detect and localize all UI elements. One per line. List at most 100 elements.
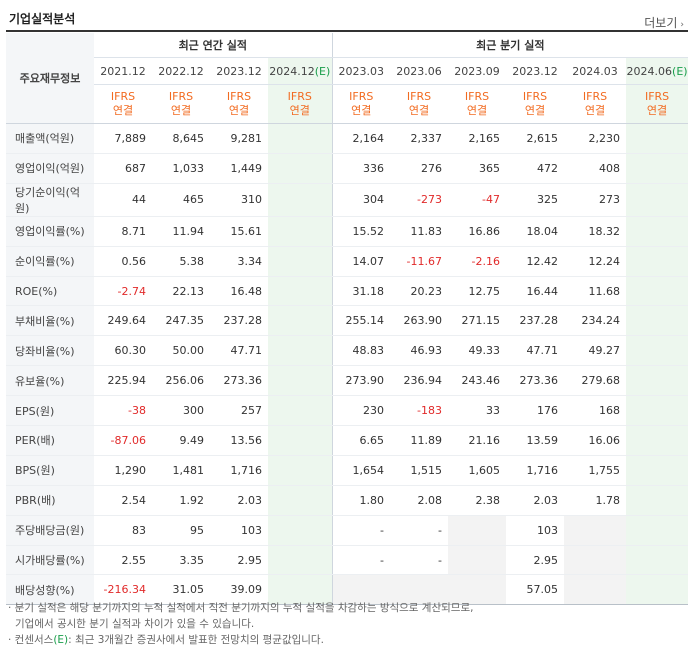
value-cell: 3.35 xyxy=(152,545,210,576)
period-header: 2023.12 xyxy=(506,57,565,85)
table-row: 배당성향(%) -216.34 31.05 39.09 57.05 xyxy=(6,574,689,606)
value-cell: 44 xyxy=(94,183,152,217)
row-label: BPS(원) xyxy=(6,455,94,486)
value-cell xyxy=(626,545,689,576)
value-cell: 16.44 xyxy=(506,276,565,307)
value-cell: 279.68 xyxy=(564,365,627,397)
value-cell: 1.78 xyxy=(564,485,627,516)
value-cell xyxy=(626,335,689,367)
value-cell xyxy=(268,305,333,337)
value-cell: 300 xyxy=(152,395,210,427)
row-label: 당좌비율(%) xyxy=(6,335,94,367)
accounting-basis-header: IFRS 연결 xyxy=(448,84,507,124)
value-cell: 2.95 xyxy=(506,545,565,576)
value-cell: 3.34 xyxy=(210,246,268,277)
value-cell xyxy=(268,545,333,576)
value-cell: 2,165 xyxy=(448,123,507,154)
footnote-2-text: : 최근 3개월간 증권사에서 발표한 전망치의 평균값입니다. xyxy=(68,634,324,646)
value-cell: 2.55 xyxy=(94,545,152,576)
value-cell: 263.90 xyxy=(390,305,449,337)
row-label: 배당성향(%) xyxy=(6,574,94,606)
more-link[interactable]: 더보기 › xyxy=(644,14,684,31)
value-cell: 237.28 xyxy=(210,305,268,337)
value-cell: 12.42 xyxy=(506,246,565,277)
value-cell: 8.71 xyxy=(94,215,152,247)
value-cell: 6.65 xyxy=(331,425,391,456)
value-cell: 11.68 xyxy=(564,276,627,307)
value-cell: 1,716 xyxy=(506,455,565,486)
value-cell xyxy=(268,395,333,427)
value-cell: 2,164 xyxy=(331,123,391,154)
value-cell xyxy=(626,215,689,247)
value-cell: - xyxy=(390,514,449,546)
value-cell xyxy=(626,485,689,516)
table-row: 매출액(억원) 7,889 8,645 9,281 2,164 2,337 2,165 2,6… xyxy=(6,123,689,154)
value-cell xyxy=(268,335,333,367)
accounting-basis-header: IFRS 연결 xyxy=(506,84,565,124)
value-cell: 16.48 xyxy=(210,276,268,307)
table-row: 당좌비율(%) 60.30 50.00 47.71 48.83 46.93 49.33 47.… xyxy=(6,335,689,367)
value-cell: 33 xyxy=(448,395,507,427)
table-row: 당기순이익(억원) 44 465 310 304 -273 -47 325 273 xyxy=(6,183,689,217)
value-cell: 365 xyxy=(448,153,507,184)
value-cell xyxy=(268,514,333,546)
table-row: 주당배당금(원) 83 95 103- -103 xyxy=(6,514,689,546)
value-cell: 2,615 xyxy=(506,123,565,154)
value-cell: 16.86 xyxy=(448,215,507,247)
value-cell: 9.49 xyxy=(152,425,210,456)
accounting-basis-header: IFRS 연결 xyxy=(390,84,449,124)
value-cell xyxy=(626,365,689,397)
financial-summary-table: 주요재무정보 최근 연간 실적 최근 분기 실적 2021.12 2022.12 2023… xyxy=(6,33,689,606)
value-cell: 18.32 xyxy=(564,215,627,247)
value-cell xyxy=(268,246,333,277)
period-header: 2024.03 xyxy=(564,57,627,85)
value-cell: 46.93 xyxy=(390,335,449,367)
value-cell: 13.59 xyxy=(506,425,565,456)
value-cell: 57.05 xyxy=(506,574,565,606)
value-cell xyxy=(626,246,689,277)
value-cell: 11.83 xyxy=(390,215,449,247)
table-row: 순이익률(%) 0.56 5.38 3.34 14.07 -11.67 -2.16 12.42… xyxy=(6,246,689,277)
value-cell: 22.13 xyxy=(152,276,210,307)
value-cell: 12.24 xyxy=(564,246,627,277)
value-cell: -38 xyxy=(94,395,152,427)
row-label: PER(배) xyxy=(6,425,94,456)
value-cell: 13.56 xyxy=(210,425,268,456)
footnote-2: · 컨센서스(E): 최근 3개월간 증권사에서 발표한 전망치의 평균값입니다… xyxy=(8,632,688,648)
value-cell xyxy=(626,395,689,427)
value-cell: 255.14 xyxy=(331,305,391,337)
value-cell: 472 xyxy=(506,153,565,184)
accounting-basis-header: IFRS 연결 xyxy=(626,84,689,124)
footnote-1: · 분기 실적은 해당 분기까지의 누적 실적에서 직전 분기까지의 누적 실적… xyxy=(8,602,474,614)
value-cell: 2.03 xyxy=(506,485,565,516)
value-cell: 304 xyxy=(331,183,391,217)
value-cell xyxy=(626,455,689,486)
period-header: 2021.12 xyxy=(94,57,152,85)
value-cell xyxy=(331,574,391,606)
value-cell: 2,337 xyxy=(390,123,449,154)
value-cell: 47.71 xyxy=(210,335,268,367)
table-row: 유보율(%) 225.94 256.06 273.36 273.90 236.94 243.… xyxy=(6,365,689,397)
value-cell: 1,654 xyxy=(331,455,391,486)
row-label: 영업이익(억원) xyxy=(6,153,94,184)
value-cell: 39.09 xyxy=(210,574,268,606)
label-column-header: 주요재무정보 xyxy=(6,33,94,124)
accounting-basis-header: IFRS 연결 xyxy=(152,84,210,124)
period-header: 2022.12 xyxy=(152,57,210,85)
row-label: ROE(%) xyxy=(6,276,94,307)
value-cell: 103 xyxy=(210,514,268,546)
value-cell: 2.38 xyxy=(448,485,507,516)
annual-group-header: 최근 연간 실적 xyxy=(94,33,333,58)
value-cell: 15.61 xyxy=(210,215,268,247)
value-cell: 408 xyxy=(564,153,627,184)
row-label: 주당배당금(원) xyxy=(6,514,94,546)
value-cell: 276 xyxy=(390,153,449,184)
value-cell: 21.16 xyxy=(448,425,507,456)
value-cell: 237.28 xyxy=(506,305,565,337)
value-cell: 247.35 xyxy=(152,305,210,337)
row-label: 시가배당률(%) xyxy=(6,545,94,576)
value-cell xyxy=(268,215,333,247)
value-cell: 14.07 xyxy=(331,246,391,277)
value-cell: 273.36 xyxy=(506,365,565,397)
value-cell: 49.33 xyxy=(448,335,507,367)
